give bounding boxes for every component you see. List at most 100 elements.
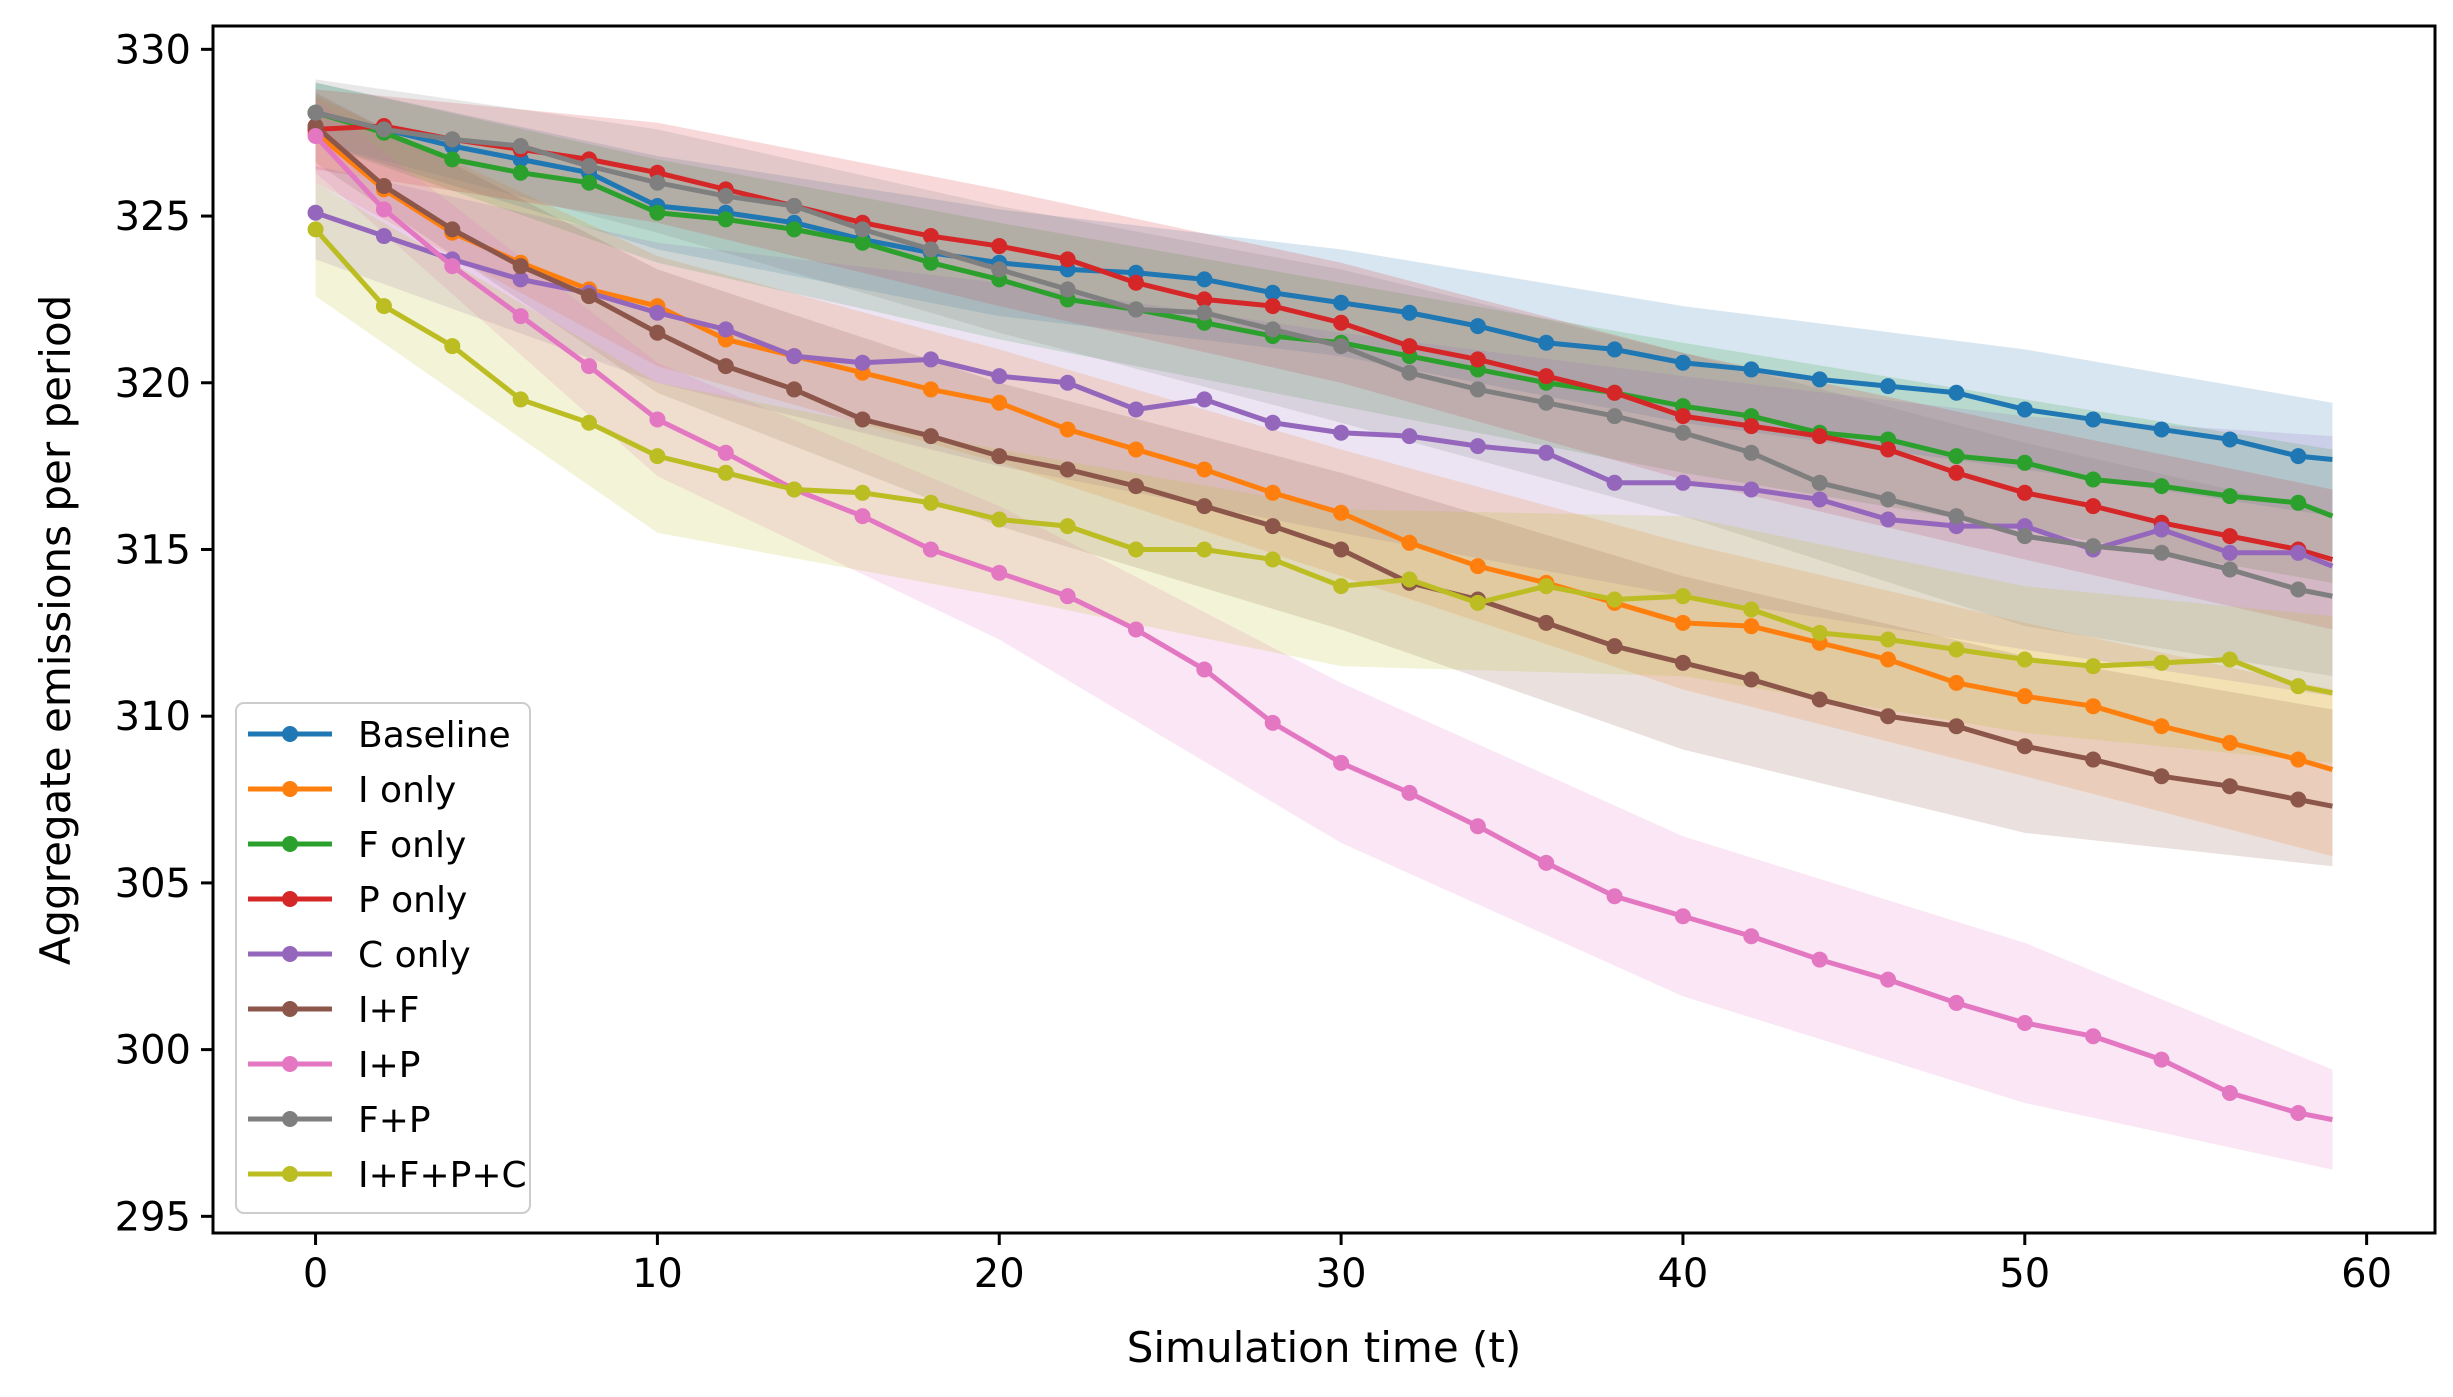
data-point-c-only bbox=[717, 321, 734, 338]
data-point-i-p bbox=[375, 201, 392, 218]
data-point-baseline bbox=[1401, 304, 1418, 321]
data-point-i-f bbox=[1880, 708, 1897, 725]
legend-marker-i-f-p-c bbox=[282, 1166, 298, 1182]
data-point-f-p bbox=[1538, 394, 1555, 411]
data-point-baseline bbox=[2221, 431, 2238, 448]
data-point-i-f-p-c bbox=[717, 464, 734, 481]
data-point-i-f bbox=[1811, 691, 1828, 708]
data-point-i-p bbox=[1674, 908, 1691, 925]
data-point-p-only bbox=[1880, 441, 1897, 458]
data-point-i-p bbox=[307, 128, 324, 145]
data-point-i-f-p-c bbox=[854, 484, 871, 501]
band-f-only bbox=[315, 82, 2333, 583]
data-point-i-p bbox=[1127, 621, 1144, 638]
data-point-i-p bbox=[649, 411, 666, 428]
data-point-i-only bbox=[1743, 618, 1760, 635]
data-point-c-only bbox=[1127, 401, 1144, 418]
data-point-p-only bbox=[2221, 528, 2238, 545]
data-point-i-f bbox=[922, 428, 939, 445]
legend-marker-i-only bbox=[282, 781, 298, 797]
legend-marker-i-p bbox=[282, 1056, 298, 1072]
data-point-i-f bbox=[512, 258, 529, 275]
data-point-baseline bbox=[1333, 294, 1350, 311]
data-point-baseline bbox=[1469, 318, 1486, 335]
legend-box bbox=[235, 702, 531, 1214]
data-point-i-only bbox=[1333, 504, 1350, 521]
data-point-c-only bbox=[2153, 521, 2170, 538]
data-point-c-only bbox=[1059, 374, 1076, 391]
data-point-baseline bbox=[1674, 354, 1691, 371]
data-point-i-only bbox=[1264, 484, 1281, 501]
data-point-p-only bbox=[1948, 464, 1965, 481]
data-point-f-p bbox=[512, 138, 529, 155]
data-point-f-p bbox=[1196, 304, 1213, 321]
data-point-i-only bbox=[1469, 558, 1486, 575]
data-point-i-f bbox=[1606, 638, 1623, 655]
data-point-p-only bbox=[2085, 498, 2102, 515]
band-i-f-p-c bbox=[315, 182, 2333, 763]
data-point-p-only bbox=[922, 228, 939, 245]
data-point-i-f-p-c bbox=[922, 494, 939, 511]
data-point-i-f-p-c bbox=[1948, 641, 1965, 658]
data-point-c-only bbox=[1538, 444, 1555, 461]
data-point-i-f bbox=[786, 381, 803, 398]
data-point-i-only bbox=[1059, 421, 1076, 438]
y-tick-label: 325 bbox=[115, 194, 191, 240]
y-tick-label: 310 bbox=[115, 694, 191, 740]
x-tick-label: 10 bbox=[632, 1251, 683, 1297]
data-point-baseline bbox=[1948, 384, 1965, 401]
data-point-c-only bbox=[1674, 474, 1691, 491]
data-point-i-f-p-c bbox=[581, 414, 598, 431]
x-tick-label: 60 bbox=[2341, 1251, 2392, 1297]
data-point-i-only bbox=[2085, 698, 2102, 715]
legend-label-p-only: P only bbox=[358, 880, 467, 921]
data-point-i-f-p-c bbox=[1127, 541, 1144, 558]
data-point-i-p bbox=[444, 258, 461, 275]
data-point-i-f-p-c bbox=[1059, 518, 1076, 535]
data-point-i-only bbox=[2153, 718, 2170, 735]
data-point-i-p bbox=[1401, 784, 1418, 801]
band-i-f bbox=[315, 92, 2333, 867]
data-point-c-only bbox=[1606, 474, 1623, 491]
x-axis: 0 10 20 30 40 50 60 bbox=[303, 1233, 2392, 1297]
data-point-i-f-p-c bbox=[2290, 678, 2307, 695]
confidence-bands bbox=[315, 79, 2333, 1170]
legend-marker-f-only bbox=[282, 836, 298, 852]
data-point-p-only bbox=[1743, 418, 1760, 435]
data-point-f-p bbox=[922, 241, 939, 258]
data-point-i-f-p-c bbox=[512, 391, 529, 408]
y-axis: 295 300 305 310 315 320 325 330 bbox=[115, 27, 213, 1240]
data-point-f-p bbox=[1469, 381, 1486, 398]
data-point-c-only bbox=[1743, 481, 1760, 498]
data-point-f-p bbox=[1743, 444, 1760, 461]
data-point-f-p bbox=[991, 261, 1008, 278]
data-point-i-p bbox=[1469, 818, 1486, 835]
data-point-c-only bbox=[649, 304, 666, 321]
data-point-baseline bbox=[1538, 334, 1555, 351]
data-point-i-p bbox=[1264, 714, 1281, 731]
data-point-i-f bbox=[1674, 654, 1691, 671]
data-point-i-f-p-c bbox=[991, 511, 1008, 528]
data-point-i-f-p-c bbox=[444, 338, 461, 355]
data-point-i-p bbox=[717, 444, 734, 461]
data-point-p-only bbox=[1333, 314, 1350, 331]
data-point-f-p bbox=[1674, 424, 1691, 441]
data-point-i-f-p-c bbox=[786, 481, 803, 498]
data-point-f-p bbox=[786, 198, 803, 215]
data-point-c-only bbox=[1264, 414, 1281, 431]
data-point-i-f bbox=[2085, 751, 2102, 768]
data-point-i-f-p-c bbox=[1674, 588, 1691, 605]
data-point-i-f-p-c bbox=[1333, 578, 1350, 595]
legend-marker-p-only bbox=[282, 891, 298, 907]
data-point-c-only bbox=[307, 204, 324, 221]
data-point-i-f bbox=[2221, 778, 2238, 795]
band-i-only bbox=[315, 96, 2333, 857]
data-point-i-f-p-c bbox=[307, 221, 324, 238]
data-point-p-only bbox=[991, 238, 1008, 255]
data-point-i-f bbox=[649, 324, 666, 341]
data-point-i-f bbox=[1059, 461, 1076, 478]
legend-label-i-p: I+P bbox=[358, 1045, 421, 1086]
data-point-f-p bbox=[2221, 561, 2238, 578]
data-point-i-p bbox=[1059, 588, 1076, 605]
data-point-f-p bbox=[2290, 581, 2307, 598]
